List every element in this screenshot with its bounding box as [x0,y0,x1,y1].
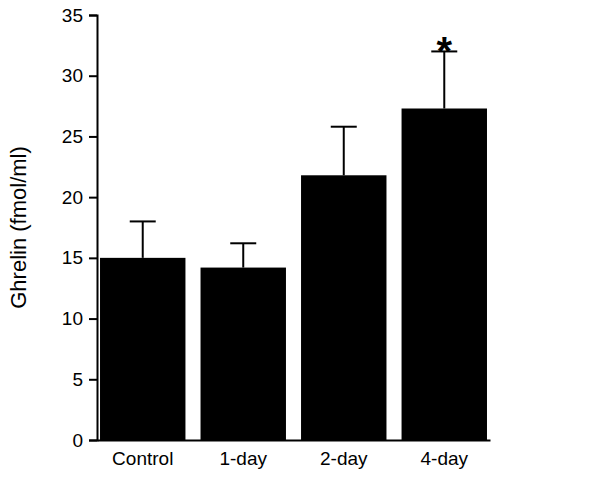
y-tick-mark [89,379,97,381]
y-tick-mark [89,197,97,199]
y-tick-label: 5 [72,369,83,390]
chart-svg: 0 5 10 15 20 25 30 35 Control 1-day 2-day 4-day Ghre… [0,0,600,486]
y-tick-mark [89,15,97,17]
y-tick-label: 25 [62,126,83,147]
y-tick: 25 [62,126,97,147]
x-tick: Control [112,440,173,469]
x-axis: Control 1-day 2-day 4-day [98,440,491,469]
error-bar [331,127,357,176]
y-tick: 20 [62,187,97,208]
y-tick: 0 [72,430,97,451]
error-bar-cap [130,220,156,222]
y-tick-mark [89,257,97,259]
bar [402,109,487,441]
x-axis-line [98,440,491,442]
bar [100,258,185,440]
y-tick: 35 [62,5,97,26]
y-tick-label: 35 [62,5,83,26]
error-bar-stem [142,221,144,257]
y-tick-label: 20 [62,187,83,208]
error-bar [130,221,156,257]
y-tick-label: 10 [62,308,83,329]
y-tick-mark [89,136,97,138]
x-tick-label: 1-day [219,448,267,469]
x-tick-label: Control [112,448,173,469]
error-bar-stem [343,127,345,176]
y-tick: 10 [62,308,97,329]
x-tick-label: 2-day [320,448,368,469]
error-bar [230,243,256,267]
y-tick-label: 15 [62,247,83,268]
x-tick: 2-day [320,440,368,469]
y-tick-mark [89,75,97,77]
y-axis-title: Ghrelin (fmol/ml) [6,146,31,309]
y-tick: 15 [62,247,97,268]
y-tick: 5 [72,369,97,390]
bar [301,175,386,440]
y-axis-line [89,16,98,441]
x-tick: 4-day [421,440,469,469]
y-tick-label: 30 [62,65,83,86]
y-tick-mark [89,440,97,442]
error-bar-cap [230,242,256,244]
y-tick: 30 [62,65,97,86]
x-tick: 1-day [219,440,267,469]
y-tick-label: 0 [72,430,83,451]
error-bar-cap [331,126,357,128]
plot-area [100,51,487,440]
error-bar-stem [242,243,244,267]
chart-container: 0 5 10 15 20 25 30 35 Control 1-day 2-day 4-day Ghre… [0,0,600,486]
y-axis: 0 5 10 15 20 25 30 35 [62,5,98,451]
x-tick-label: 4-day [421,448,469,469]
y-tick-mark [89,318,97,320]
bar [201,268,286,440]
annotation: * [436,29,452,73]
